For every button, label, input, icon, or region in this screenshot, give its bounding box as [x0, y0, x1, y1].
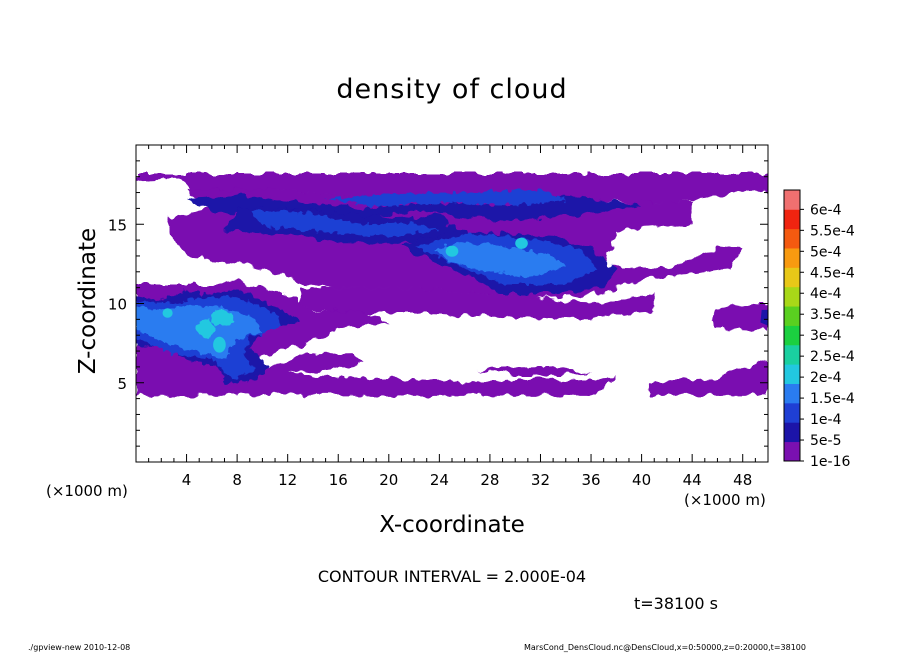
- colorbar-segment: [784, 344, 800, 365]
- level-region: [249, 209, 440, 237]
- level-spot: [445, 245, 459, 257]
- level-region: [433, 241, 566, 279]
- colorbar-segment: [784, 364, 800, 384]
- colorbar-label: 1e-16: [810, 454, 850, 470]
- colorbar-segment: [784, 383, 800, 404]
- colorbar-segment: [784, 422, 800, 443]
- level-spot: [515, 237, 528, 249]
- y-axis-label: Z-coordinate: [75, 227, 101, 375]
- colorbar-frame: [783, 189, 801, 462]
- colorbar-segment: [784, 267, 800, 288]
- x-tick-label: 32: [531, 471, 550, 489]
- x-tick-label: 44: [683, 471, 702, 489]
- colorbar-segment: [784, 190, 800, 210]
- time-label: t=38100 s: [634, 594, 718, 613]
- footer-left: ./gpview-new 2010-12-08: [28, 643, 131, 652]
- colorbar-label: 5e-4: [810, 244, 842, 260]
- y-axis: 5 10 15: [108, 160, 768, 447]
- x-tick-label: 4: [182, 471, 192, 489]
- colorbar-label: 3e-4: [810, 328, 842, 344]
- x-tick-label: 20: [379, 471, 398, 489]
- colorbar-label: 5e-5: [810, 433, 841, 449]
- colorbar-label: 4.5e-4: [810, 265, 855, 281]
- level-region: [325, 189, 566, 207]
- colorbar-segment: [784, 325, 800, 346]
- x-tick-label: 12: [278, 471, 297, 489]
- x-tick-label: 16: [329, 471, 348, 489]
- level-region: [477, 366, 592, 377]
- level-spot: [210, 309, 234, 326]
- x-tick-label: 36: [581, 471, 600, 489]
- y-tick-label: 10: [108, 296, 127, 314]
- chart-title: density of cloud: [336, 74, 568, 105]
- cloud-field: [136, 173, 768, 396]
- x-tick-label: 28: [480, 471, 499, 489]
- level-spot: [162, 308, 173, 318]
- colorbar-segment: [784, 228, 800, 249]
- x-tick-label: 8: [232, 471, 242, 489]
- x-tick-label: 40: [632, 471, 651, 489]
- level-region: [711, 303, 768, 331]
- x-axis-label: X-coordinate: [379, 512, 525, 538]
- x-tick-label: 48: [733, 471, 752, 489]
- y-tick-label: 5: [117, 375, 127, 393]
- colorbar-segment: [784, 248, 800, 268]
- colorbar-label: 6e-4: [810, 202, 842, 218]
- colorbar: 1e-16 5e-5 1e-4 1.5e-4 2e-4 2.5e-4 3e-4 3.5e-4 4…: [783, 189, 855, 470]
- colorbar-label: 1e-4: [810, 412, 842, 428]
- level-spot: [196, 319, 215, 339]
- colorbar-label: 4e-4: [810, 286, 842, 302]
- colorbar-segment: [784, 402, 800, 423]
- colorbar-label: 2e-4: [810, 370, 842, 386]
- x-tick-label: 24: [430, 471, 449, 489]
- colorbar-label: 2.5e-4: [810, 349, 855, 365]
- footer-right: MarsCond_DensCloud.nc@DensCloud,x=0:5000…: [524, 643, 806, 652]
- colorbar-segment: [784, 286, 800, 307]
- x-axis: 4 8 12 16 20 24 28 32 36 40 44 48: [148, 145, 756, 489]
- level-spot: [213, 336, 226, 353]
- colorbar-label: 5.5e-4: [810, 223, 855, 239]
- x-unit-right: (×1000 m): [684, 491, 766, 509]
- y-tick-label: 15: [108, 216, 127, 234]
- colorbar-segment: [784, 441, 800, 462]
- colorbar-segment: [784, 306, 800, 326]
- colorbar-segment: [784, 209, 800, 230]
- contour-interval: CONTOUR INTERVAL = 2.000E-04: [317, 567, 587, 586]
- level-region: [647, 358, 768, 396]
- level-region: [760, 309, 768, 326]
- x-unit-left: (×1000 m): [46, 482, 128, 500]
- level-region: [300, 287, 655, 320]
- colorbar-label: 3.5e-4: [810, 307, 855, 323]
- colorbar-label: 1.5e-4: [810, 391, 855, 407]
